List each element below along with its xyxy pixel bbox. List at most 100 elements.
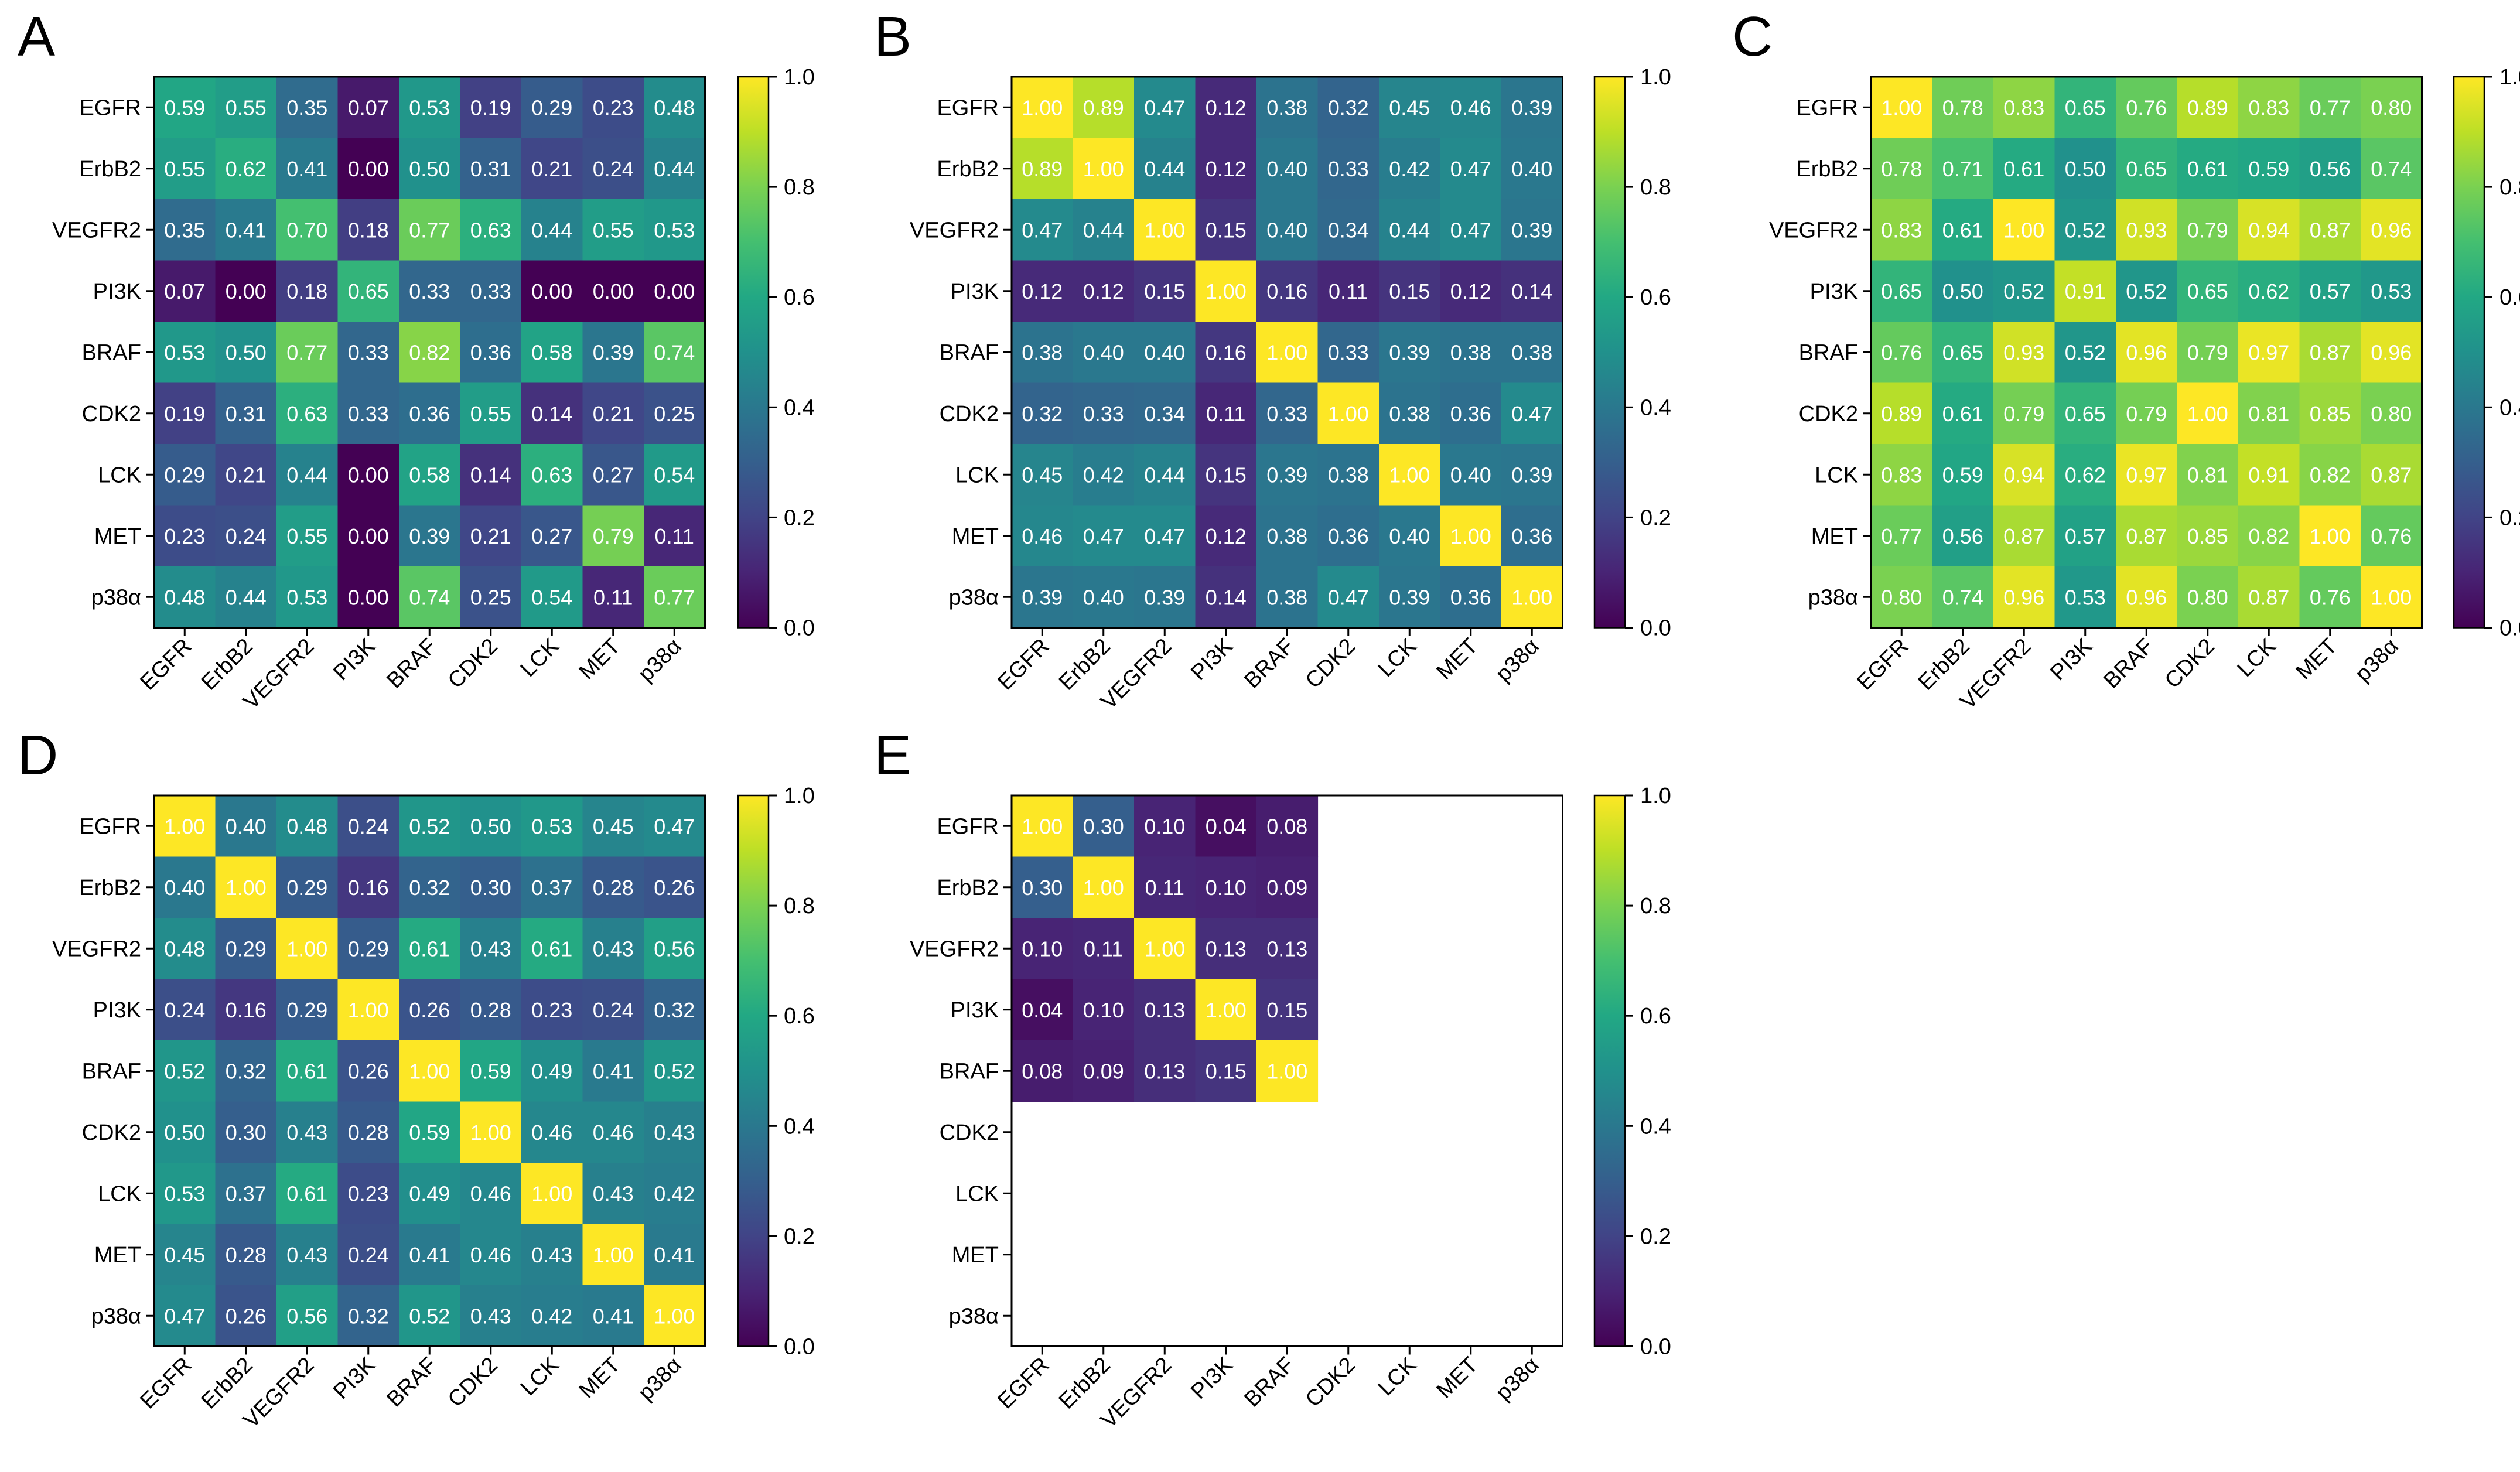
heatmap-cell — [521, 1224, 583, 1286]
heatmap-cell — [582, 1101, 644, 1163]
cell-value-label: 0.24 — [348, 814, 389, 838]
heatmap-cell — [1379, 199, 1441, 261]
heatmap-cell — [644, 918, 706, 980]
heatmap-cell — [399, 1040, 461, 1102]
heatmap-cell — [399, 199, 461, 261]
colorbar-tick-label: 0.6 — [1640, 285, 1671, 310]
cell-value-label: 0.29 — [164, 463, 205, 487]
cell-value-label: 1.00 — [1144, 937, 1185, 961]
cell-value-label: 0.65 — [1881, 279, 1922, 303]
cell-value-label: 0.39 — [1266, 463, 1307, 487]
heatmap-cell — [1440, 444, 1502, 506]
colorbar-tick-label: 0.2 — [784, 506, 815, 530]
heatmap-cell — [276, 444, 339, 506]
cell-value-label: 0.80 — [2187, 585, 2228, 609]
x-tick-label: MET — [575, 634, 625, 684]
heatmap-cell — [1256, 566, 1319, 629]
cell-value-label: 1.00 — [1266, 340, 1307, 364]
cell-value-label: 0.53 — [286, 585, 327, 609]
cell-value-label: 0.80 — [2371, 402, 2412, 426]
heatmap-panel-c: C 1.00 0.78 0.83 0.65 0.76 0.89 0.83 0.77 0.80 0.7… — [1732, 5, 2520, 714]
cell-value-label: 0.80 — [2371, 95, 2412, 119]
x-tick-label: MET — [1432, 634, 1483, 684]
cell-value-label: 0.33 — [1328, 157, 1369, 181]
cell-value-label: 0.29 — [286, 998, 327, 1022]
cell-value-label: 0.04 — [1022, 998, 1063, 1022]
heatmap-cell — [399, 138, 461, 200]
cell-value-label: 0.00 — [654, 279, 695, 303]
cell-value-label: 0.52 — [654, 1059, 695, 1083]
heatmap-cell — [337, 77, 399, 139]
cell-value-label: 0.94 — [2248, 218, 2289, 242]
cell-value-label: 0.45 — [593, 814, 634, 838]
cell-value-label: 0.47 — [1083, 524, 1124, 548]
heatmap-cell — [337, 979, 399, 1041]
heatmap-cell — [521, 856, 583, 918]
cell-value-label: 0.29 — [226, 937, 267, 961]
heatmap-cell — [521, 566, 583, 629]
cell-value-label: 0.47 — [1144, 95, 1185, 119]
heatmap-cell — [2299, 566, 2361, 629]
heatmap-cell — [276, 979, 339, 1041]
cell-value-label: 0.43 — [470, 1304, 511, 1328]
panels-container: A 0.59 0.55 0.35 0.07 0.53 0.19 0.29 0.23 0.48 0.5… — [18, 5, 2520, 1433]
heatmap-cell — [1379, 322, 1441, 384]
heatmap-cell — [1993, 138, 2055, 200]
cell-value-label: 0.38 — [1266, 585, 1307, 609]
cell-value-label: 0.89 — [1881, 402, 1922, 426]
cell-value-label: 0.11 — [1206, 402, 1245, 426]
heatmap-cell — [1256, 918, 1319, 980]
cell-value-label: 0.12 — [1083, 279, 1124, 303]
y-tick-label: MET — [1811, 524, 1858, 549]
heatmap-cell — [1993, 444, 2055, 506]
heatmap-cell — [1256, 138, 1319, 200]
cell-value-label: 1.00 — [1266, 1059, 1307, 1083]
cell-value-label: 0.36 — [1450, 585, 1491, 609]
panel-letter: B — [874, 5, 911, 68]
x-tick-label: BRAF — [1239, 634, 1299, 693]
cell-value-label: 0.35 — [164, 218, 205, 242]
heatmap-cell — [1256, 199, 1319, 261]
heatmap-cell — [1501, 566, 1563, 629]
cell-value-label: 0.55 — [593, 218, 634, 242]
heatmap-cell — [399, 444, 461, 506]
cell-value-label: 0.81 — [2187, 463, 2228, 487]
heatmap-cell — [2054, 505, 2116, 567]
cell-value-label: 0.39 — [1511, 95, 1552, 119]
cell-value-label: 0.11 — [1084, 937, 1123, 961]
cell-value-label: 0.48 — [654, 95, 695, 119]
heatmap-cell — [521, 979, 583, 1041]
heatmap-cell — [1932, 138, 1994, 200]
x-tick-label: BRAF — [382, 634, 441, 693]
cell-value-label: 0.38 — [1389, 402, 1430, 426]
colorbar — [2453, 76, 2485, 629]
colorbar-tick-label: 1.0 — [784, 784, 815, 808]
heatmap-cell — [1501, 199, 1563, 261]
heatmap-cell — [276, 795, 339, 858]
heatmap-cell — [1440, 77, 1502, 139]
cell-value-label: 0.76 — [2126, 95, 2167, 119]
heatmap-cell — [2238, 382, 2300, 445]
x-tick-label: ErbB2 — [1054, 634, 1115, 695]
heatmap-cell — [1256, 77, 1319, 139]
x-tick-label: CDK2 — [2160, 634, 2219, 693]
y-tick-label: MET — [94, 1243, 141, 1268]
heatmap-cell — [337, 260, 399, 322]
cell-value-label: 1.00 — [1144, 218, 1185, 242]
heatmap-cell — [1073, 444, 1135, 506]
cell-value-label: 0.00 — [226, 279, 267, 303]
cell-value-label: 0.55 — [226, 95, 267, 119]
cell-value-label: 0.40 — [164, 876, 205, 900]
heatmap-cell — [1012, 260, 1074, 322]
colorbar-tick-label: 0.0 — [1640, 1335, 1671, 1360]
heatmap-cell — [1993, 260, 2055, 322]
heatmap-cell — [154, 77, 216, 139]
cell-value-label: 1.00 — [409, 1059, 450, 1083]
cell-value-label: 0.13 — [1266, 937, 1307, 961]
y-tick-label: PI3K — [93, 279, 141, 304]
heatmap-cell — [1379, 566, 1441, 629]
cell-value-label: 0.24 — [226, 524, 267, 548]
y-tick-label: BRAF — [940, 1059, 999, 1084]
heatmap-cell — [521, 77, 583, 139]
heatmap-cell — [2177, 260, 2239, 322]
